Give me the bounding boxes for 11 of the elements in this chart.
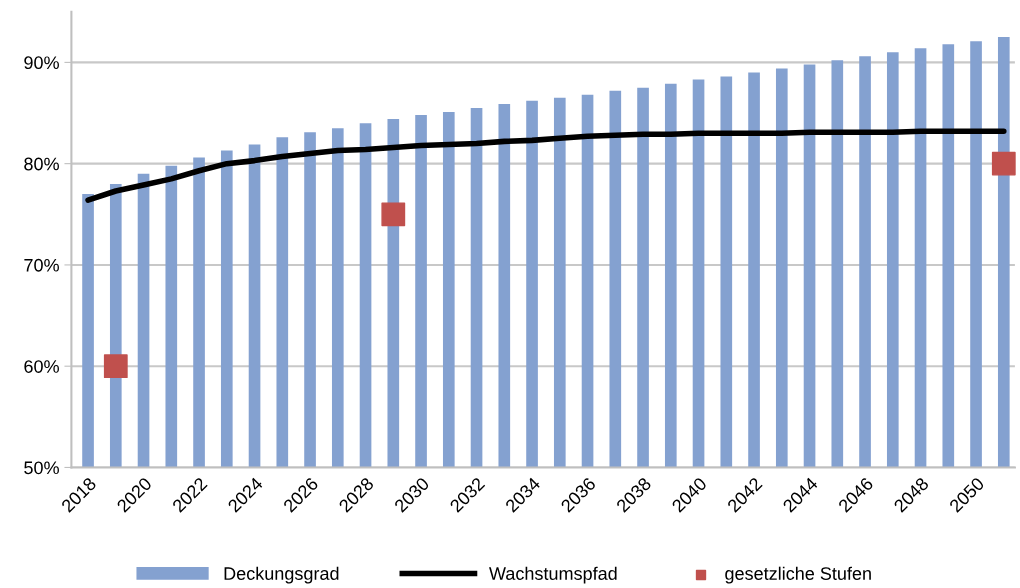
legend-label: gesetzliche Stufen xyxy=(725,566,871,584)
legend-label: Deckungsgrad xyxy=(224,566,339,584)
legend-label: Wachstumspfad xyxy=(489,566,617,584)
point xyxy=(381,202,406,227)
y-tick-label: 90% xyxy=(24,56,59,70)
point xyxy=(991,151,1016,176)
y-tick-label: 80% xyxy=(24,157,59,171)
y-tick-label: 50% xyxy=(24,461,59,475)
y-tick-label: 70% xyxy=(24,258,59,272)
y-tick-label: 60% xyxy=(24,360,59,373)
point xyxy=(103,354,128,379)
